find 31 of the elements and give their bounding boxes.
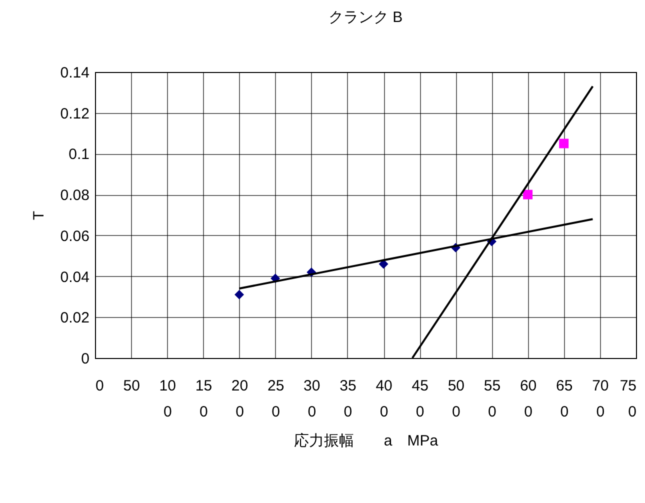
x-tick-label: 30 0 — [304, 378, 320, 420]
x-tick-label: 25 0 — [267, 378, 284, 420]
y-tick-label: 0.06 — [60, 228, 90, 245]
y-tick-label: 0.12 — [60, 105, 90, 122]
x-tick-label: 45 0 — [412, 378, 428, 420]
y-tick-label: 0.14 — [60, 64, 90, 82]
y-axis-title: T — [30, 210, 48, 220]
point — [523, 190, 533, 200]
y-tick-label: 0.02 — [60, 310, 90, 327]
x-tick-label: 20 0 — [231, 378, 248, 420]
x-tick-label: 50 — [123, 378, 140, 394]
point — [234, 290, 244, 300]
chart-title: クランク B — [328, 9, 403, 26]
y-tick-label: 0.08 — [60, 187, 90, 204]
x-tick-label: 55 0 — [484, 378, 501, 420]
x-tick-label: 50 0 — [448, 378, 465, 420]
x-tick-label: 15 0 — [195, 378, 212, 420]
point — [378, 259, 388, 269]
x-tick-label: 10 0 — [159, 378, 176, 420]
x-tick-label: 35 0 — [340, 378, 356, 420]
y-tick-label: 0 — [81, 350, 90, 368]
x-tick-label: 65 0 — [556, 378, 573, 420]
x-axis-title: 応力振幅 a MPa — [294, 432, 439, 450]
x-tick-label: 70 0 — [592, 378, 609, 420]
y-tick-label: 0.04 — [60, 268, 90, 286]
point — [559, 138, 569, 148]
y-tick-label: 0.1 — [68, 146, 90, 164]
x-tick-label: 40 0 — [376, 378, 392, 420]
x-tick-label: 0 — [96, 378, 104, 394]
x-tick-label: 60 0 — [520, 378, 537, 420]
x-tick-label: 75 0 — [620, 378, 636, 420]
